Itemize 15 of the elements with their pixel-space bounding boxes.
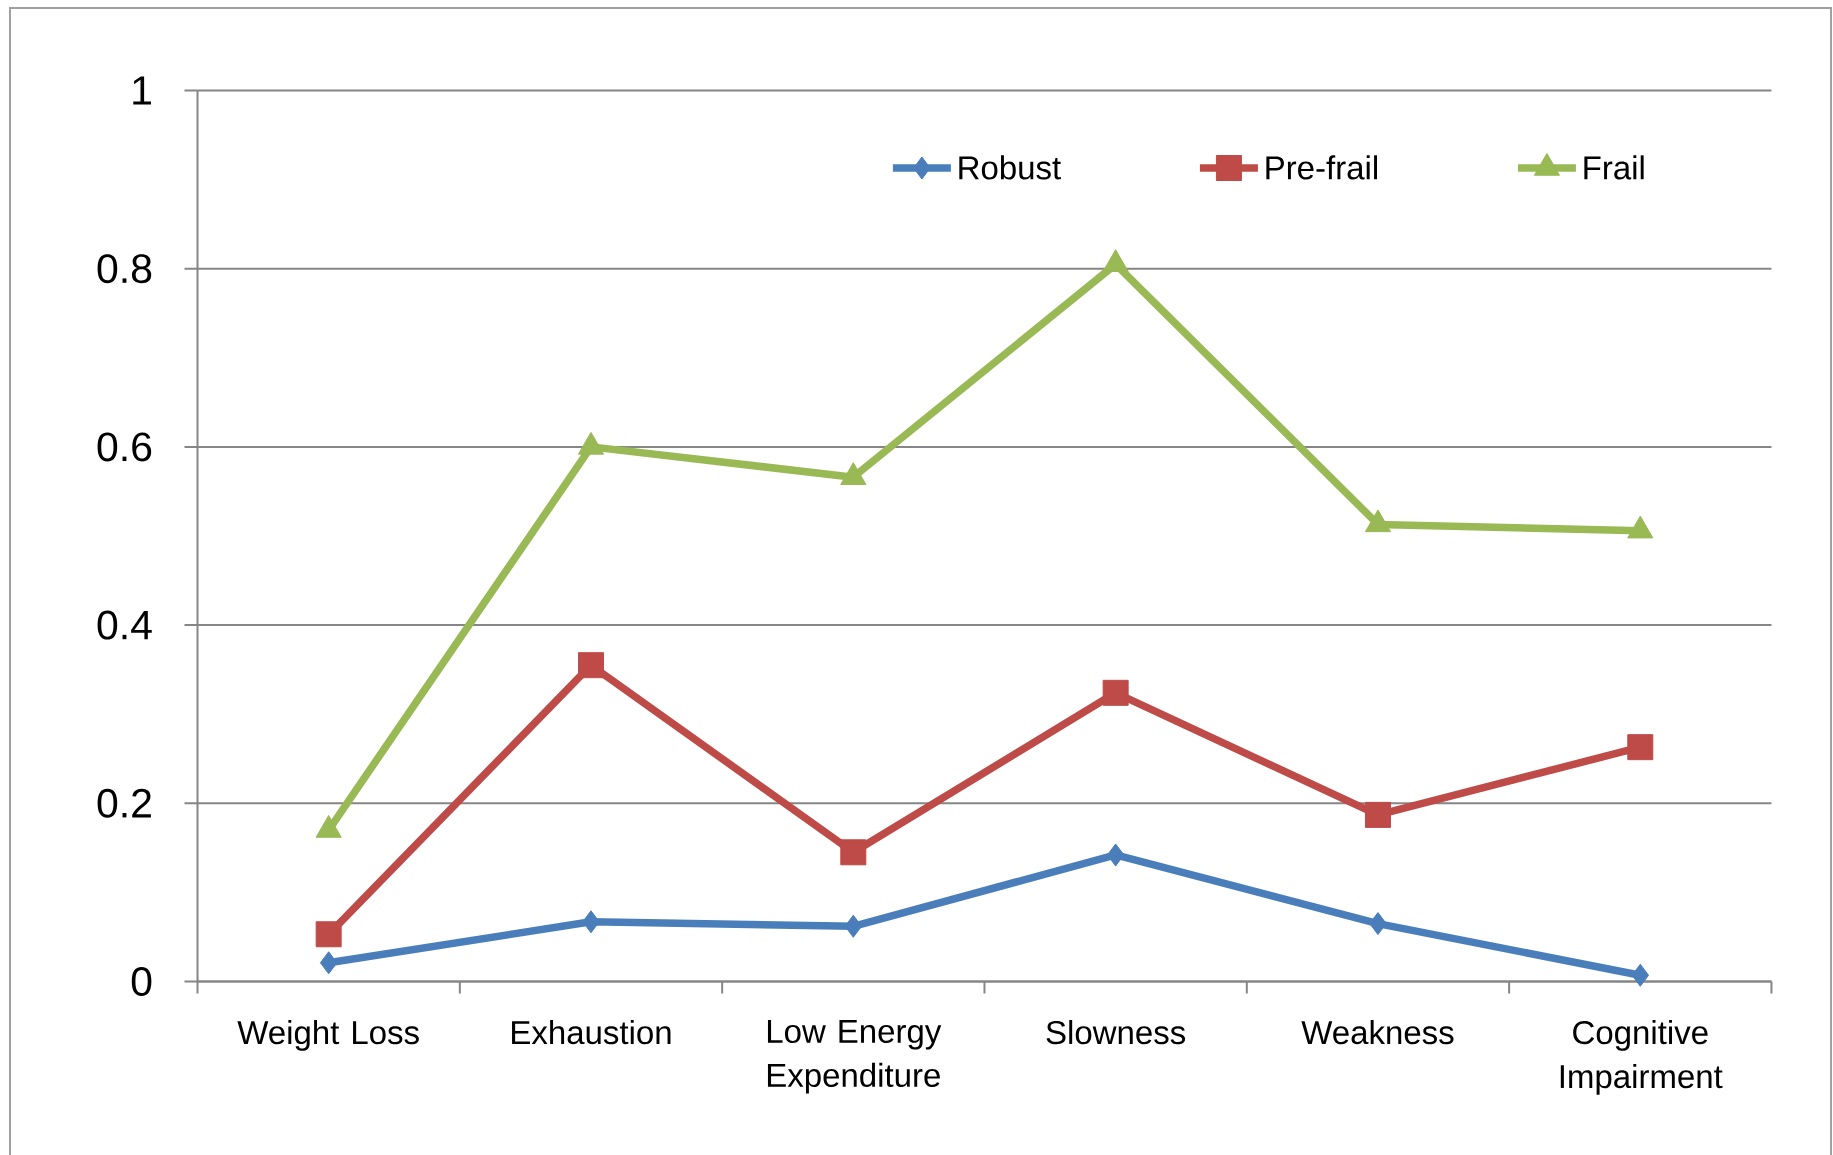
legend-label: Frail: [1584, 155, 1644, 180]
x-tick-label: Slowness: [1046, 1020, 1186, 1045]
legend-label: Pre-frail: [1266, 155, 1377, 180]
y-tick-label: 0.6: [97, 432, 152, 462]
x-tick-label: Exhaustion: [512, 1020, 671, 1045]
x-tick-label: Weakness: [1301, 1020, 1454, 1045]
legend-label: Robust: [959, 155, 1061, 180]
y-tick-label: 0.8: [97, 254, 152, 284]
x-tick-label: Weight Loss: [237, 1020, 419, 1051]
x-tick-label: Cognitive Impairment: [1560, 1020, 1723, 1095]
y-tick-label: 1: [133, 76, 151, 105]
x-tick-label: Low Energy Expenditure: [767, 1020, 942, 1094]
y-tick-label: 0: [131, 966, 152, 997]
y-tick-label: 0.4: [97, 610, 152, 640]
y-tick-label: 0.2: [97, 788, 151, 818]
